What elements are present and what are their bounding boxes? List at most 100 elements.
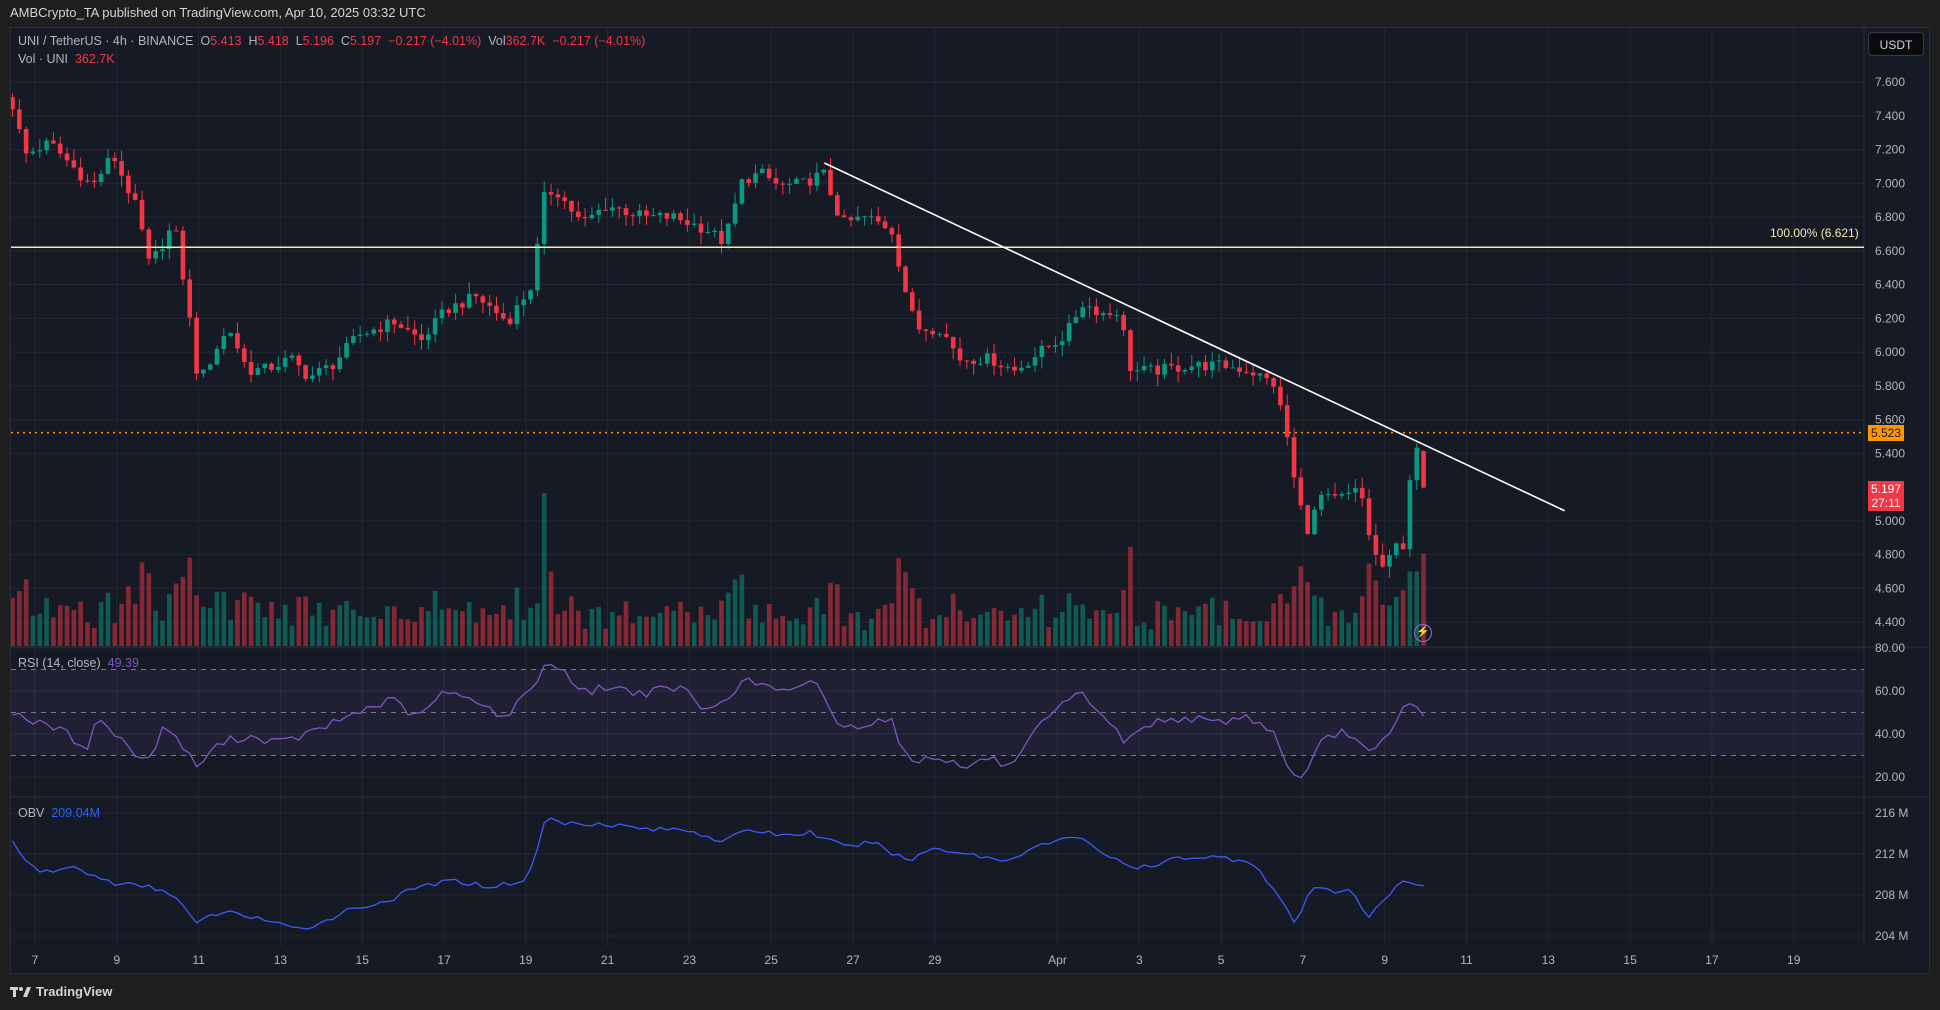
- candle-body: [453, 303, 458, 313]
- volume-bar: [616, 615, 622, 646]
- volume-bar: [439, 609, 445, 646]
- candle-body: [228, 333, 233, 336]
- candle-body: [187, 279, 193, 318]
- candle-body: [1087, 306, 1092, 308]
- candle-body: [889, 228, 895, 235]
- candle-body: [835, 195, 840, 216]
- volume-bar: [889, 603, 895, 646]
- candle-body: [378, 329, 383, 332]
- symbol-legend[interactable]: UNI / TetherUS · 4h · BINANCE O5.413 H5.…: [18, 34, 645, 48]
- currency-button[interactable]: USDT: [1868, 32, 1924, 56]
- volume-bar: [221, 592, 227, 646]
- volume-bar: [1353, 612, 1358, 646]
- candle-body: [323, 365, 329, 369]
- candle-body: [698, 223, 704, 233]
- candle-body: [241, 348, 247, 363]
- candle-body: [1080, 307, 1086, 318]
- price-tick-label: 6.800: [1875, 210, 1905, 224]
- candle-body: [828, 169, 833, 196]
- time-tick-label: 11: [192, 953, 205, 967]
- axes[interactable]: 7.600 7.400 7.200 7.000 6.800 6.600 6.400 6.200…: [32, 75, 1909, 967]
- candle-body: [910, 292, 915, 311]
- price-tick-label: 7.200: [1875, 143, 1905, 157]
- volume-bar: [719, 600, 724, 646]
- volume-bar: [1366, 563, 1372, 646]
- volume-bar: [1244, 621, 1249, 646]
- volume-bar: [794, 618, 799, 646]
- volume-legend[interactable]: Vol · UNI 362.7K: [18, 52, 115, 66]
- candle-body: [1359, 487, 1365, 499]
- volume-bar: [1284, 603, 1290, 646]
- candle-body: [17, 109, 22, 130]
- volume-bar: [1325, 625, 1331, 646]
- candle-body: [1400, 543, 1406, 550]
- rsi-legend[interactable]: RSI (14, close) 49.39: [18, 656, 139, 670]
- candle-body: [501, 313, 506, 319]
- candle-body: [92, 180, 97, 183]
- volume-bar: [575, 610, 581, 646]
- obv-legend[interactable]: OBV 209.04M: [18, 806, 100, 820]
- price-tick-label: 7.000: [1875, 176, 1905, 190]
- chart-frame[interactable]: [10, 27, 1930, 974]
- volume-bar: [269, 602, 274, 646]
- lightning-icon[interactable]: ⚡: [1414, 624, 1432, 642]
- volume-bar: [1346, 623, 1351, 646]
- price-tick-label: 5.000: [1875, 514, 1905, 528]
- volume-bar: [480, 608, 486, 646]
- volume-bar: [385, 606, 390, 646]
- candle-body: [11, 97, 15, 110]
- volume-bar: [548, 571, 554, 646]
- candle-body: [991, 353, 997, 366]
- volume-bar: [1414, 571, 1420, 646]
- drawings[interactable]: [11, 162, 1864, 512]
- volume-bar: [916, 598, 922, 646]
- candle-body: [276, 366, 281, 370]
- volume-bar: [1182, 611, 1188, 646]
- candle-body: [998, 365, 1004, 368]
- volume-bar: [105, 592, 111, 646]
- candle-body: [460, 303, 465, 308]
- tradingview-logo[interactable]: TradingView: [10, 984, 112, 999]
- fib-level-label: 100.00% (6.621): [1770, 226, 1859, 240]
- volume-bar: [1278, 594, 1283, 646]
- volume-bar: [132, 603, 138, 646]
- price-tick-label: 5.800: [1875, 379, 1905, 393]
- volume-bar: [984, 611, 990, 646]
- volume-bar: [391, 606, 397, 646]
- candle-body: [1421, 451, 1426, 488]
- volume-bar: [1332, 611, 1338, 646]
- volume-bar: [1169, 620, 1174, 646]
- volume-bar: [64, 605, 70, 646]
- volume-bar: [1128, 546, 1133, 646]
- volume-bar: [180, 576, 186, 646]
- volume-bar: [582, 628, 588, 646]
- volume-bar: [1012, 614, 1017, 646]
- volume-bar: [351, 609, 356, 646]
- volume-bar: [412, 622, 417, 646]
- volume-bar: [1421, 553, 1426, 646]
- candle-body: [705, 232, 711, 234]
- candles: [11, 93, 1426, 578]
- candle-body: [1298, 477, 1304, 506]
- volume-bar: [950, 593, 956, 646]
- candle-body: [23, 129, 29, 154]
- volume-bar: [1073, 605, 1079, 646]
- candle-body: [862, 216, 867, 218]
- obv-label: OBV: [18, 806, 45, 820]
- candle-body: [1244, 371, 1249, 373]
- candle-body: [1141, 365, 1147, 371]
- volume-bar: [1373, 580, 1379, 646]
- volume-bar: [971, 618, 976, 646]
- symbol-info[interactable]: UNI / TetherUS · 4h · BINANCE: [18, 34, 194, 48]
- volume-bar: [316, 602, 322, 646]
- volume-bar: [419, 606, 424, 646]
- volume-bar: [991, 608, 997, 646]
- volume-bar: [98, 602, 104, 646]
- candle-body: [112, 157, 118, 162]
- candle-body: [875, 216, 881, 222]
- candle-body: [1046, 345, 1051, 347]
- candle-body: [841, 215, 847, 218]
- candle-body: [657, 213, 663, 216]
- candle-body: [1039, 345, 1045, 358]
